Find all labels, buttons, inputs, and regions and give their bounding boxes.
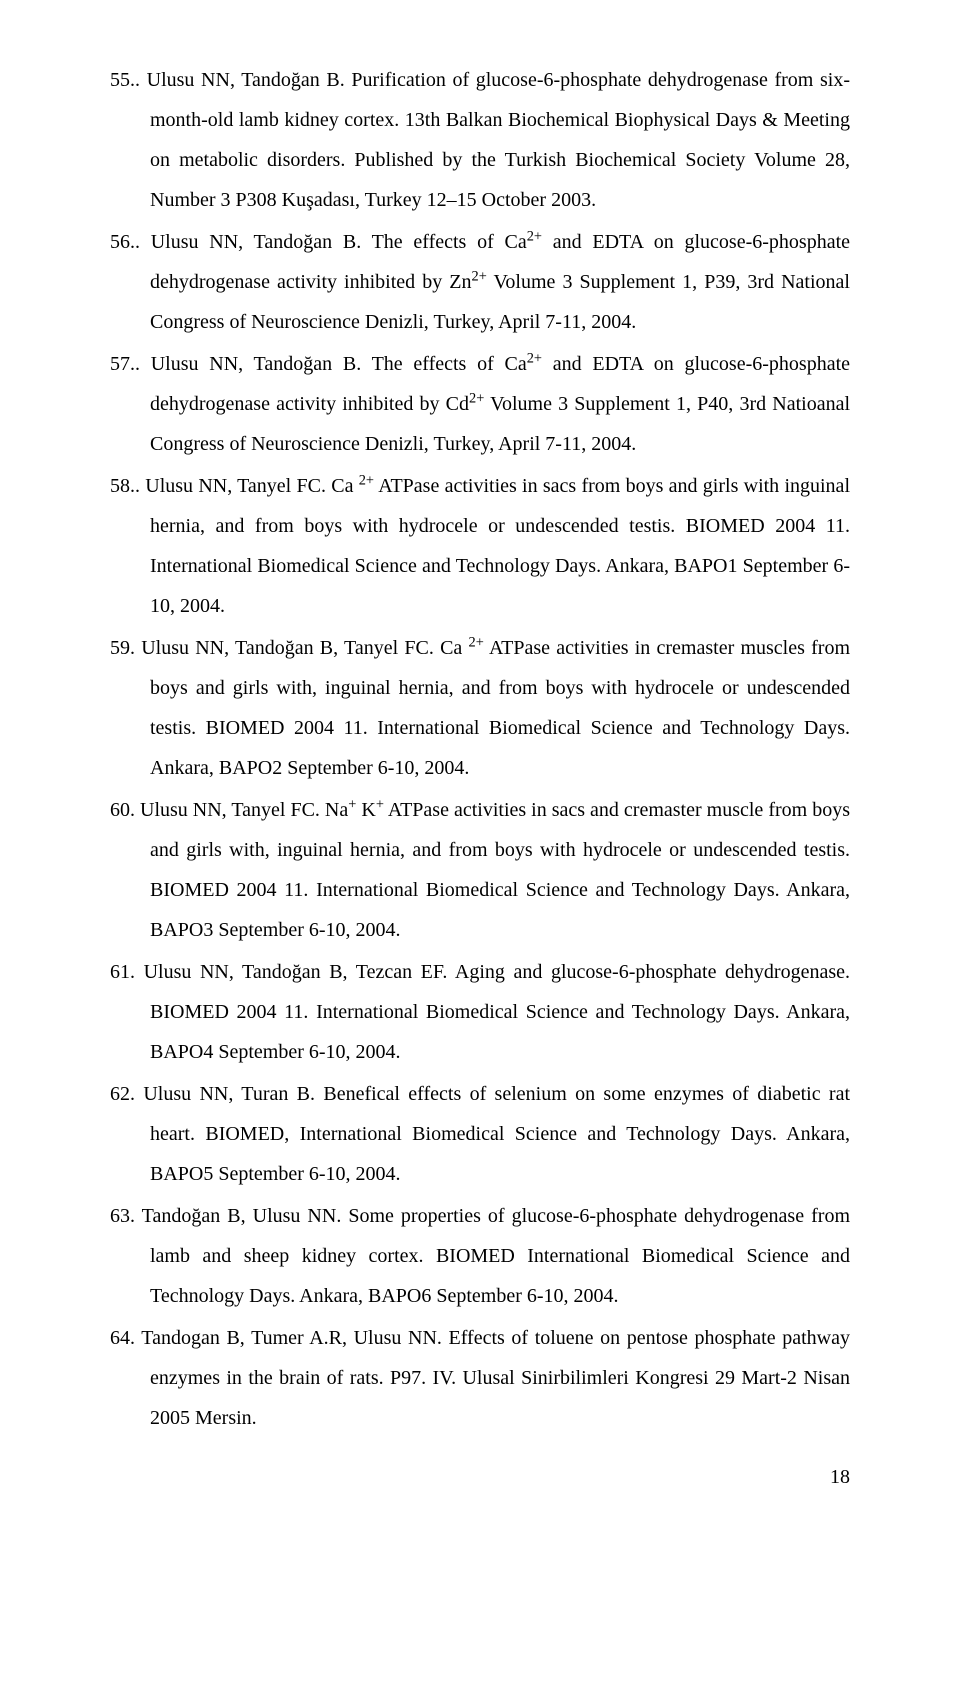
reference-item: 55.. Ulusu NN, Tandoğan B. Purification … xyxy=(110,60,850,220)
reference-number: 64. xyxy=(110,1327,135,1349)
reference-number: 58. xyxy=(110,475,135,497)
reference-item: 64. Tandogan B, Tumer A.R, Ulusu NN. Eff… xyxy=(110,1318,850,1438)
reference-number: 63. xyxy=(110,1205,135,1227)
reference-item: 58.. Ulusu NN, Tanyel FC. Ca 2+ ATPase a… xyxy=(110,466,850,626)
reference-number: 56. xyxy=(110,231,135,253)
reference-number: 61. xyxy=(110,961,135,983)
reference-text: . Ulusu NN, Tanyel FC. Ca 2+ ATPase acti… xyxy=(135,475,850,617)
reference-text: Ulusu NN, Tandoğan B, Tezcan EF. Aging a… xyxy=(135,961,850,1063)
page-number: 18 xyxy=(110,1466,850,1489)
reference-number: 59. xyxy=(110,637,135,659)
reference-item: 59. Ulusu NN, Tandoğan B, Tanyel FC. Ca … xyxy=(110,628,850,788)
reference-number: 62. xyxy=(110,1083,135,1105)
reference-text: . Ulusu NN, Tandoğan B. Purification of … xyxy=(135,69,850,211)
reference-number: 60. xyxy=(110,799,135,821)
reference-text: Ulusu NN, Turan B. Benefical effects of … xyxy=(135,1083,850,1185)
reference-number: 55. xyxy=(110,69,135,91)
reference-text: . Ulusu NN, Tandoğan B. The effects of C… xyxy=(135,353,850,455)
document-page: 55.. Ulusu NN, Tandoğan B. Purification … xyxy=(0,0,960,1539)
reference-item: 61. Ulusu NN, Tandoğan B, Tezcan EF. Agi… xyxy=(110,952,850,1072)
reference-text: . Ulusu NN, Tandoğan B. The effects of C… xyxy=(135,231,850,333)
reference-item: 56.. Ulusu NN, Tandoğan B. The effects o… xyxy=(110,222,850,342)
reference-item: 62. Ulusu NN, Turan B. Benefical effects… xyxy=(110,1074,850,1194)
reference-text: Ulusu NN, Tanyel FC. Na+ K+ ATPase activ… xyxy=(135,799,850,941)
reference-item: 60. Ulusu NN, Tanyel FC. Na+ K+ ATPase a… xyxy=(110,790,850,950)
reference-item: 57.. Ulusu NN, Tandoğan B. The effects o… xyxy=(110,344,850,464)
reference-text: Ulusu NN, Tandoğan B, Tanyel FC. Ca 2+ A… xyxy=(135,637,850,779)
references-list: 55.. Ulusu NN, Tandoğan B. Purification … xyxy=(110,60,850,1438)
reference-text: Tandoğan B, Ulusu NN. Some properties of… xyxy=(135,1205,850,1307)
reference-item: 63. Tandoğan B, Ulusu NN. Some propertie… xyxy=(110,1196,850,1316)
reference-number: 57. xyxy=(110,353,135,375)
reference-text: Tandogan B, Tumer A.R, Ulusu NN. Effects… xyxy=(135,1327,850,1429)
